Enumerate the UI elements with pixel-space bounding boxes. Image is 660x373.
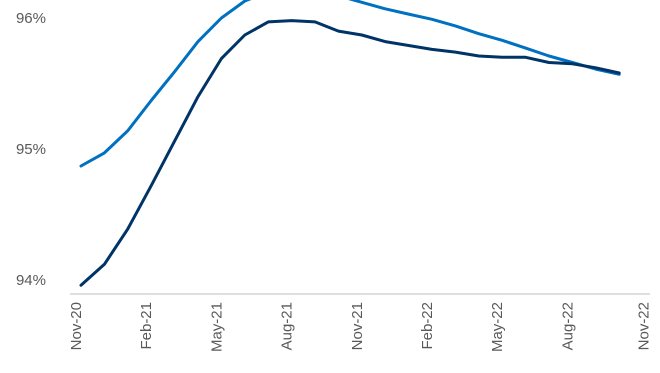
x-tick-label: May-21 [208,302,225,352]
x-tick-label: May-22 [489,302,506,352]
y-axis-ticks: 94% 95% 96% [16,10,46,289]
x-tick-label: Nov-20 [68,302,85,350]
y-tick-label: 94% [16,272,46,289]
x-tick-label: Feb-22 [419,302,436,350]
series-line-1 [81,0,619,166]
series-line-2 [81,21,619,286]
x-tick-label: Nov-21 [349,302,366,350]
x-tick-label: Nov-22 [636,302,653,350]
x-tick-label: Aug-22 [559,302,576,350]
x-axis-ticks: Nov-20 Feb-21 May-21 Aug-21 Nov-21 Feb-22 May-… [68,302,653,352]
y-tick-label: 95% [16,141,46,158]
x-tick-label: Aug-21 [279,302,296,350]
y-tick-label: 96% [16,10,46,27]
plot-area [81,0,619,285]
x-tick-label: Feb-21 [138,302,155,350]
